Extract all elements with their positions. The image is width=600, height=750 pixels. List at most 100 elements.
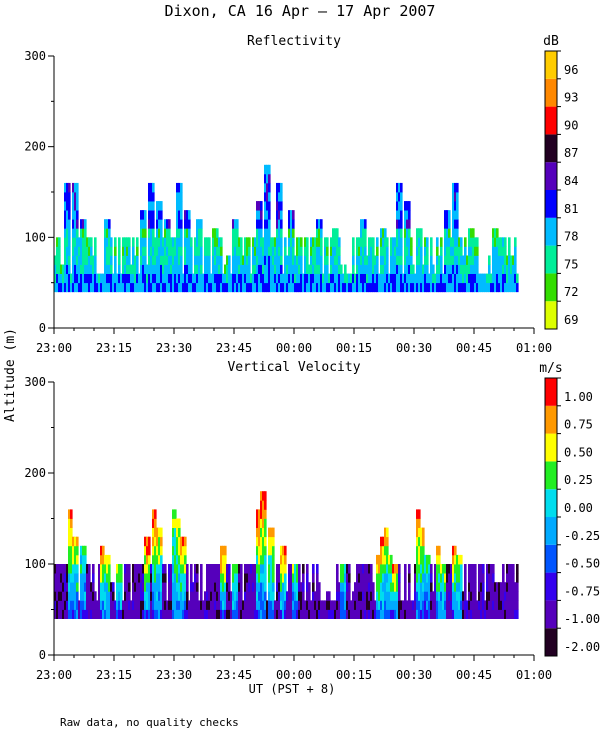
data-cell bbox=[354, 591, 357, 601]
data-cell bbox=[478, 273, 481, 284]
data-cell bbox=[452, 237, 455, 247]
data-cell bbox=[200, 564, 203, 574]
data-cell bbox=[258, 228, 261, 238]
data-cell bbox=[430, 255, 433, 265]
data-cell bbox=[230, 609, 233, 619]
data-cell bbox=[376, 554, 379, 565]
data-cell bbox=[414, 591, 417, 601]
data-cell bbox=[176, 536, 179, 547]
data-cell bbox=[164, 600, 167, 610]
data-cell bbox=[284, 591, 287, 601]
data-cell bbox=[494, 600, 497, 610]
data-cell bbox=[320, 282, 323, 293]
data-cell bbox=[90, 237, 93, 247]
data-cell bbox=[220, 545, 223, 556]
data-cell bbox=[488, 273, 491, 284]
data-cell bbox=[64, 182, 67, 193]
data-cell bbox=[390, 246, 393, 256]
data-cell bbox=[124, 564, 127, 574]
data-cell bbox=[436, 554, 439, 565]
data-cell bbox=[178, 255, 181, 265]
data-cell bbox=[334, 237, 337, 247]
data-cell bbox=[180, 573, 183, 583]
data-cell bbox=[398, 237, 401, 247]
data-cell bbox=[218, 600, 221, 610]
data-cell bbox=[228, 600, 231, 610]
data-cell bbox=[408, 219, 411, 229]
data-cell bbox=[430, 564, 433, 574]
data-cell bbox=[334, 264, 337, 274]
data-cell bbox=[312, 237, 315, 247]
data-cell bbox=[336, 264, 339, 274]
data-cell bbox=[418, 518, 421, 528]
data-cell bbox=[350, 609, 353, 619]
data-cell bbox=[316, 564, 319, 574]
data-cell bbox=[100, 591, 103, 601]
data-cell bbox=[384, 264, 387, 274]
data-cell bbox=[154, 527, 157, 538]
data-cell bbox=[474, 273, 477, 284]
data-cell bbox=[106, 264, 109, 274]
data-cell bbox=[364, 246, 367, 256]
colorbar-label: -2.00 bbox=[564, 640, 600, 654]
data-cell bbox=[238, 564, 241, 574]
data-cell bbox=[156, 591, 159, 601]
data-cell bbox=[258, 554, 261, 565]
data-cell bbox=[188, 219, 191, 229]
data-cell bbox=[216, 609, 219, 619]
data-cell bbox=[126, 573, 129, 583]
data-cell bbox=[428, 282, 431, 293]
data-cell bbox=[74, 273, 77, 284]
data-cell bbox=[168, 255, 171, 265]
data-cell bbox=[316, 219, 319, 229]
data-cell bbox=[454, 192, 457, 202]
data-cell bbox=[392, 273, 395, 284]
data-cell bbox=[150, 273, 153, 284]
data-cell bbox=[292, 600, 295, 610]
data-cell bbox=[200, 582, 203, 592]
data-cell bbox=[398, 264, 401, 274]
data-cell bbox=[416, 554, 419, 565]
data-cell bbox=[138, 591, 141, 601]
data-cell bbox=[152, 273, 155, 284]
data-cell bbox=[132, 582, 135, 592]
data-cell bbox=[110, 609, 113, 619]
data-cell bbox=[148, 210, 151, 220]
data-cell bbox=[76, 228, 79, 238]
data-cell bbox=[308, 582, 311, 592]
data-cell bbox=[280, 609, 283, 619]
data-cell bbox=[318, 609, 321, 619]
data-cell bbox=[380, 591, 383, 601]
data-cell bbox=[296, 600, 299, 610]
data-cell bbox=[280, 554, 283, 565]
data-cell bbox=[74, 255, 77, 265]
data-cell bbox=[84, 273, 87, 284]
data-cell bbox=[356, 573, 359, 583]
data-cell bbox=[92, 573, 95, 583]
data-cell bbox=[266, 201, 269, 211]
data-cell bbox=[76, 255, 79, 265]
data-cell bbox=[480, 609, 483, 619]
data-cell bbox=[88, 246, 91, 256]
data-cell bbox=[244, 282, 247, 293]
data-cell bbox=[168, 219, 171, 229]
data-cell bbox=[228, 255, 231, 265]
data-cell bbox=[84, 219, 87, 229]
data-cell bbox=[342, 609, 345, 619]
data-cell bbox=[344, 609, 347, 619]
data-cell bbox=[88, 282, 91, 293]
data-cell bbox=[82, 554, 85, 565]
data-cell bbox=[256, 237, 259, 247]
data-cell bbox=[454, 246, 457, 256]
data-cell bbox=[236, 591, 239, 601]
data-cell bbox=[168, 582, 171, 592]
data-cell bbox=[160, 545, 163, 556]
data-cell bbox=[126, 582, 129, 592]
data-cell bbox=[282, 573, 285, 583]
data-cell bbox=[370, 600, 373, 610]
data-cell bbox=[506, 591, 509, 601]
data-cell bbox=[260, 518, 263, 528]
data-cell bbox=[504, 282, 507, 293]
data-cell bbox=[106, 564, 109, 574]
data-cell bbox=[494, 282, 497, 293]
